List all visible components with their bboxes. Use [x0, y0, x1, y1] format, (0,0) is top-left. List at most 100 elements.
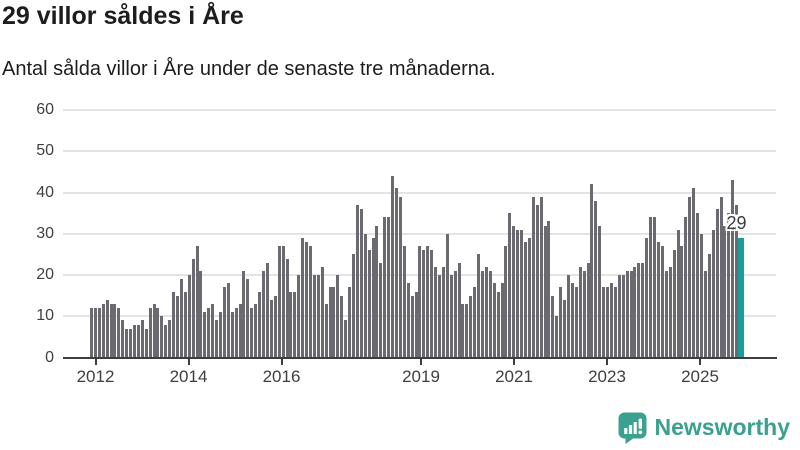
- x-axis-tick: [94, 359, 97, 365]
- bar: [269, 299, 273, 358]
- bar: [371, 237, 375, 358]
- bar: [504, 246, 508, 358]
- bar: [696, 213, 700, 358]
- bar: [250, 308, 254, 358]
- x-axis-tick-label: 2021: [495, 366, 533, 386]
- bar: [461, 303, 465, 358]
- bar: [215, 320, 219, 358]
- bar: [320, 266, 324, 358]
- bar: [508, 213, 512, 358]
- bar: [187, 275, 191, 358]
- bar: [219, 312, 223, 358]
- bar: [637, 262, 641, 358]
- bar: [457, 262, 461, 358]
- bar: [535, 204, 539, 358]
- bar: [391, 176, 395, 358]
- chart-subtitle: Antal sålda villor i Åre under de senast…: [2, 58, 496, 80]
- bar: [238, 303, 242, 358]
- x-axis-line: [63, 356, 777, 359]
- bar: [484, 266, 488, 358]
- bar: [727, 213, 731, 358]
- bar: [293, 291, 297, 358]
- bar: [117, 308, 121, 358]
- bar: [578, 266, 582, 358]
- bar: [105, 299, 109, 358]
- bar: [348, 287, 352, 358]
- bar: [414, 291, 418, 358]
- bar: [230, 312, 234, 358]
- bar: [434, 266, 438, 358]
- bar: [524, 242, 527, 358]
- y-gridline: [63, 150, 776, 153]
- bar: [672, 250, 676, 358]
- bar: [344, 320, 348, 358]
- bar: [731, 180, 735, 358]
- bar: [336, 275, 340, 358]
- bar: [312, 275, 316, 358]
- bar: [324, 303, 328, 358]
- bar: [613, 287, 617, 358]
- bar: [375, 225, 379, 358]
- bar: [543, 225, 547, 358]
- x-axis-tick-label: 2014: [169, 366, 208, 386]
- bar: [437, 275, 441, 358]
- bar: [207, 308, 211, 358]
- bar: [367, 250, 371, 358]
- bar: [598, 225, 602, 358]
- x-axis-tick: [699, 359, 701, 365]
- bar: [113, 303, 117, 358]
- bar: [520, 229, 524, 358]
- y-axis-tick-label: 10: [36, 307, 54, 325]
- bar: [281, 246, 285, 358]
- bar: [277, 246, 281, 358]
- bar: [653, 217, 657, 358]
- bar: [316, 275, 320, 358]
- chart-title: 29 villor såldes i Åre: [2, 2, 244, 30]
- bar: [211, 303, 215, 358]
- bar: [398, 196, 402, 358]
- bar: [707, 254, 711, 358]
- bar: [453, 270, 457, 358]
- bar: [563, 299, 567, 358]
- y-gridline: [63, 109, 776, 111]
- bar: [254, 303, 258, 358]
- bar: [152, 303, 156, 358]
- bar: [121, 320, 125, 358]
- bar: [179, 279, 183, 358]
- bar: [465, 303, 469, 358]
- bar: [594, 200, 598, 358]
- bar: [222, 287, 226, 358]
- bar: [547, 221, 551, 358]
- bar: [410, 295, 414, 358]
- bar: [402, 246, 406, 358]
- bar: [531, 196, 535, 358]
- bar: [719, 196, 723, 358]
- x-axis-tick-label: 2025: [681, 366, 719, 386]
- bar: [688, 196, 692, 358]
- x-axis-tick-label: 2016: [262, 366, 301, 386]
- bar: [172, 291, 176, 358]
- bar: [226, 283, 230, 358]
- bar: [156, 308, 160, 358]
- bar: [394, 188, 398, 358]
- bar: [641, 262, 645, 358]
- brand-footer: Newsworthy: [617, 411, 790, 444]
- bar: [527, 237, 531, 358]
- bar: [684, 217, 688, 358]
- bar: [668, 266, 672, 358]
- bar: [101, 303, 105, 358]
- bar: [383, 217, 387, 358]
- y-axis-tick-label: 60: [36, 101, 54, 118]
- bar: [488, 270, 492, 358]
- bar: [129, 328, 133, 358]
- bar: [183, 291, 187, 358]
- bar: [539, 196, 543, 358]
- x-axis-tick: [606, 359, 608, 365]
- bar: [93, 308, 97, 358]
- bar: [723, 225, 727, 358]
- bar: [301, 237, 305, 358]
- highlight-bar: [737, 237, 744, 358]
- bar: [430, 250, 434, 358]
- bar: [168, 320, 172, 358]
- bar: [477, 254, 481, 358]
